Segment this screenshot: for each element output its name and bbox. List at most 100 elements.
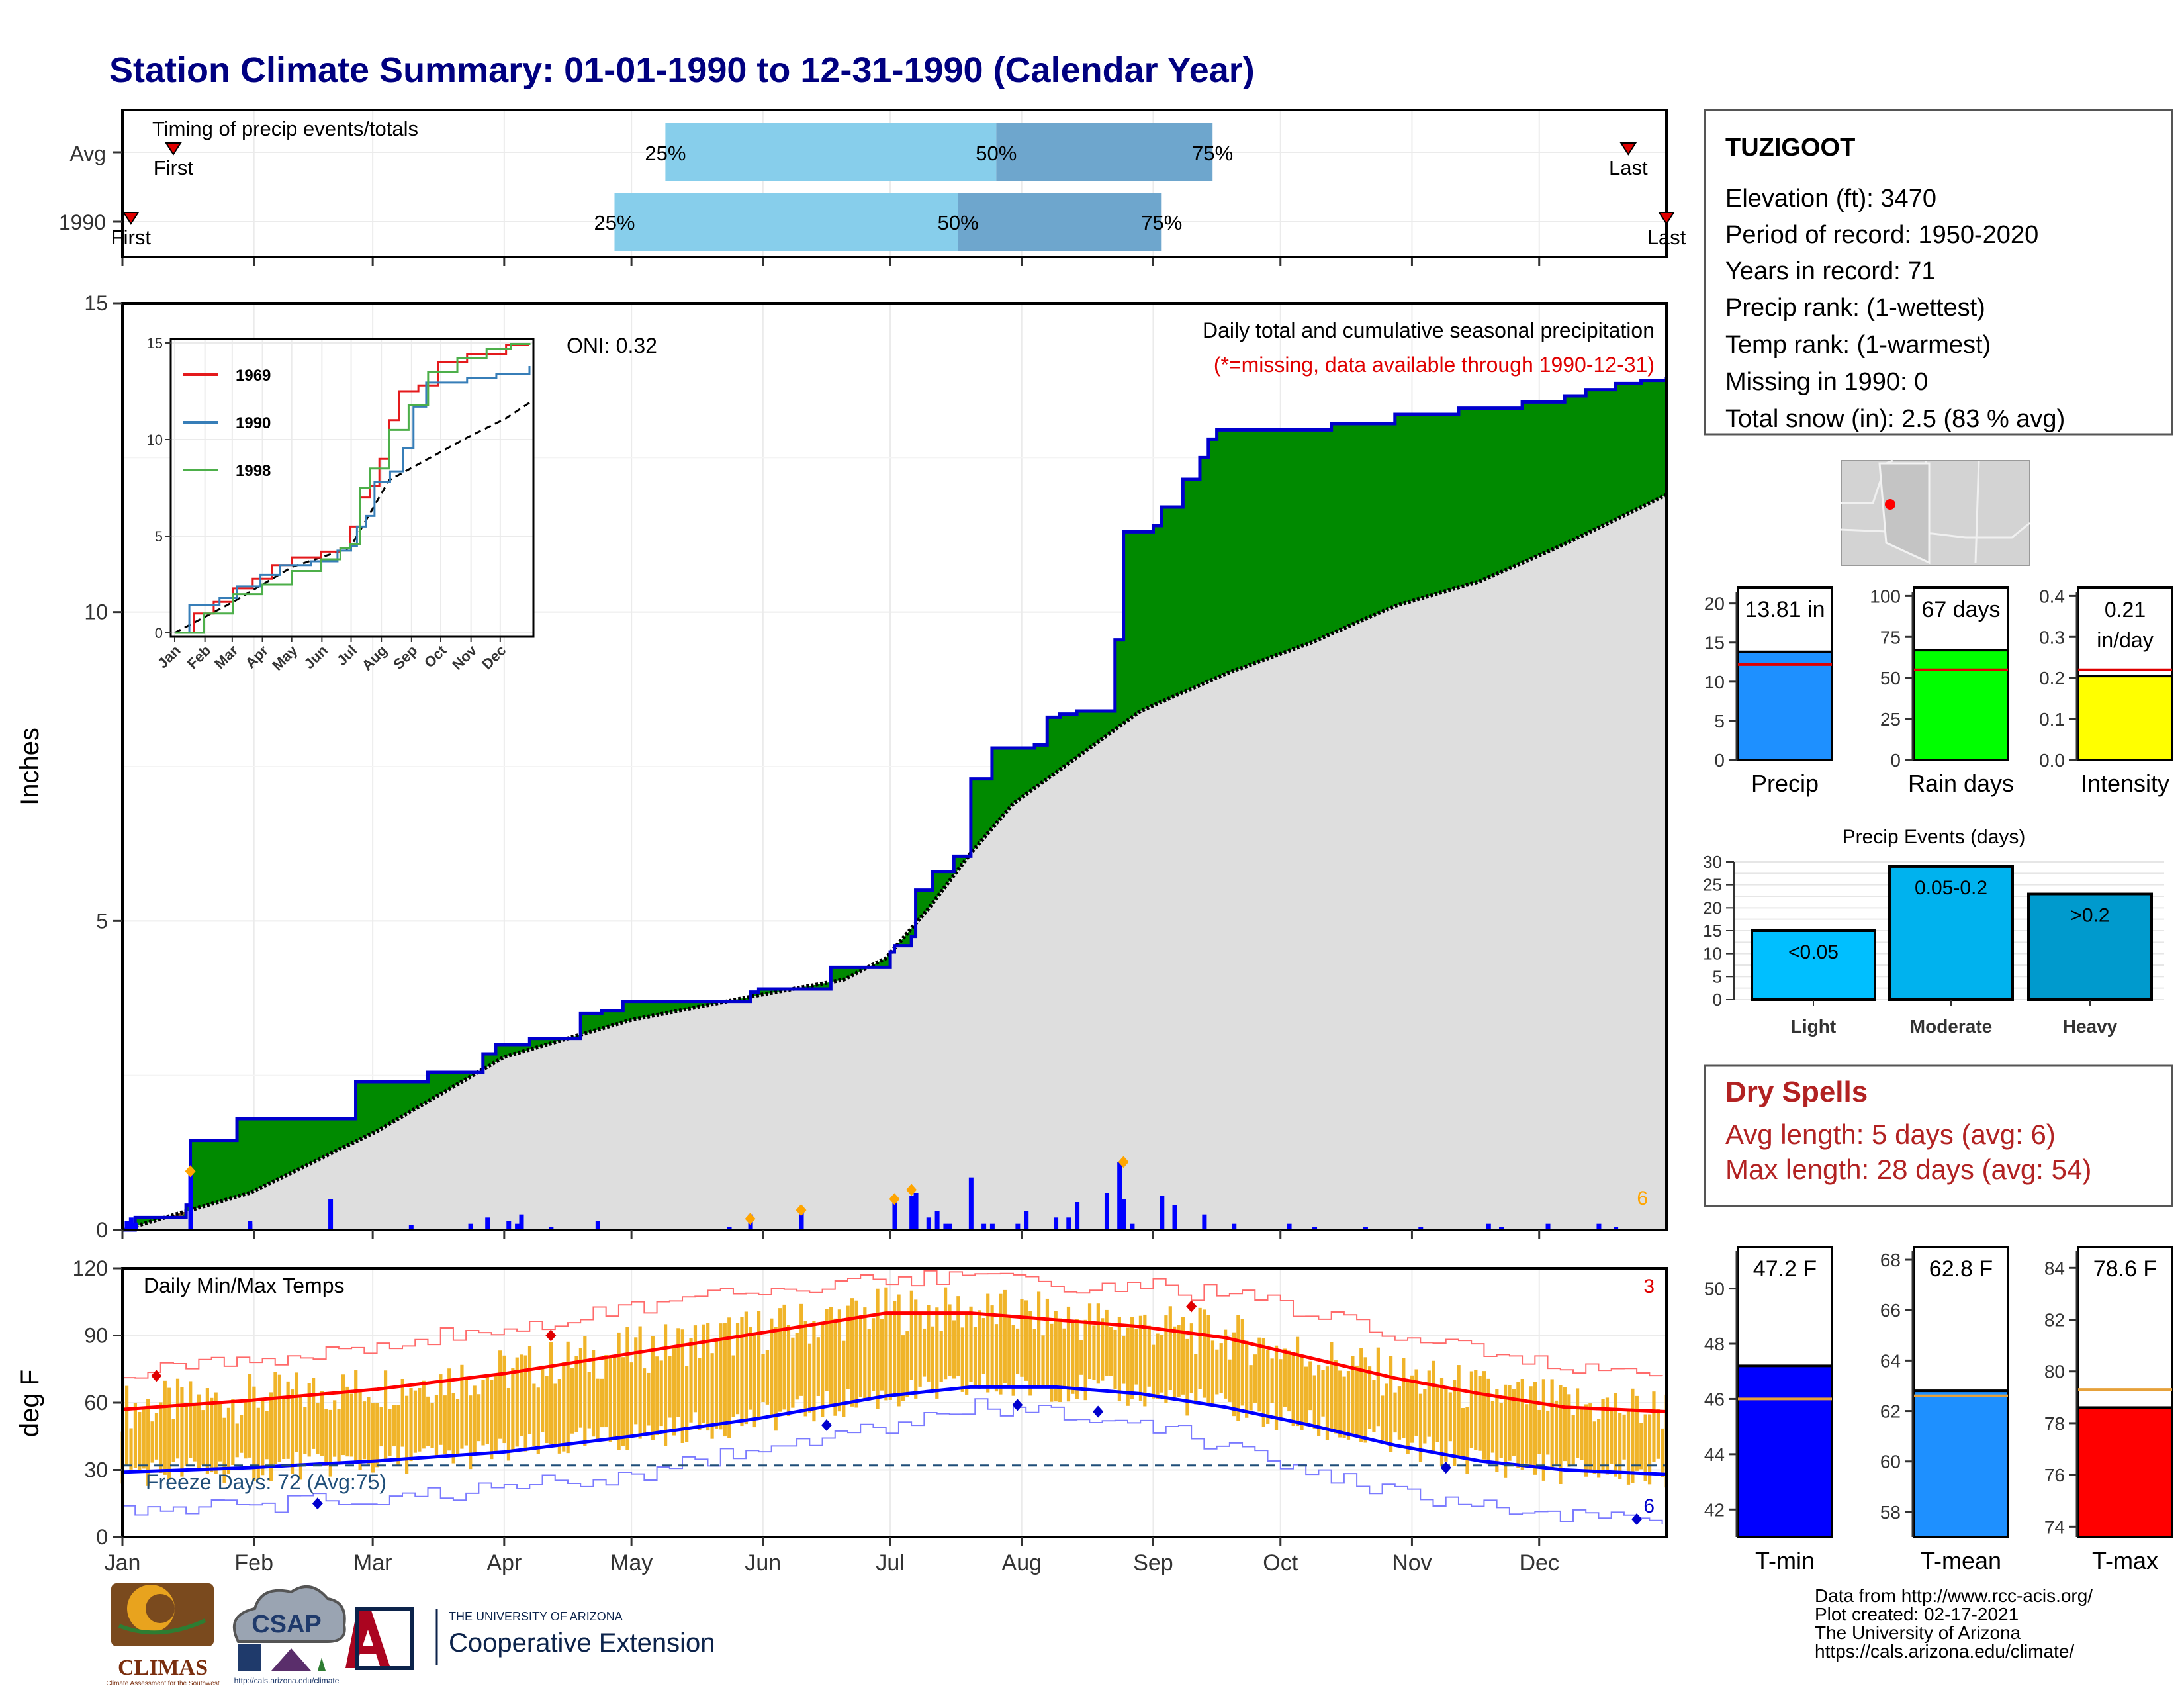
- daily-temp-range-bar: [1639, 1423, 1643, 1470]
- daily-temp-range-bar: [125, 1385, 129, 1465]
- gauge-ytick-label: 48: [1704, 1334, 1725, 1354]
- daily-temp-range-bar: [205, 1388, 209, 1474]
- daily-temp-range-bar: [333, 1400, 337, 1457]
- daily-temp-range-bar: [469, 1395, 473, 1470]
- daily-temp-range-bar: [1393, 1392, 1397, 1433]
- daily-temp-range-bar: [1576, 1388, 1580, 1458]
- daily-temp-range-bar: [1435, 1385, 1439, 1442]
- daily-temp-range-bar: [825, 1309, 829, 1391]
- precip-ytick-label: 0: [96, 1218, 108, 1242]
- gauge-ytick-label: 50: [1880, 668, 1901, 688]
- daily-temp-range-bar: [405, 1395, 409, 1474]
- daily-temp-range-bar: [842, 1340, 846, 1417]
- daily-temp-range-bar: [222, 1417, 226, 1483]
- daily-precip-bar: [1024, 1211, 1029, 1230]
- daily-temp-range-bar: [744, 1311, 748, 1425]
- daily-temp-range-bar: [880, 1319, 884, 1391]
- daily-temp-range-bar: [1342, 1376, 1346, 1438]
- gauge-t-max: 74 76 78 80 82 84 78.6 F T-max: [2044, 1246, 2173, 1574]
- gauge-value-label: 47.2 F: [1753, 1256, 1817, 1282]
- events-bar-label: <0.05: [1788, 941, 1839, 963]
- timing-p25-label-Avg: 25%: [645, 142, 686, 165]
- gauge-ytick-label: 60: [1880, 1452, 1901, 1472]
- precip-1990-line: [122, 377, 1668, 1232]
- daily-temp-range-bar: [1020, 1299, 1024, 1377]
- daily-temp-range-bar: [494, 1375, 498, 1454]
- daily-precip-bar: [1596, 1223, 1602, 1230]
- daily-temp-range-bar: [1232, 1332, 1236, 1417]
- daily-temp-range-bar: [782, 1304, 786, 1410]
- daily-precip-bar: [1121, 1199, 1126, 1230]
- daily-temp-range-bar: [1461, 1407, 1465, 1458]
- events-title: Precip Events (days): [1843, 826, 2026, 848]
- temps-ytick-label: 30: [84, 1458, 108, 1482]
- month-label: Jul: [876, 1550, 904, 1575]
- gauge-value-bar: [2077, 675, 2173, 761]
- record-max-point: [1186, 1300, 1197, 1313]
- record-min-point: [1631, 1513, 1643, 1525]
- month-label: Sep: [1133, 1550, 1173, 1575]
- station-line-precip-rank: Precip rank: (1-wettest): [1725, 294, 1985, 322]
- extreme-precip-marker: [889, 1193, 900, 1205]
- gauge-ytick-label: 0.2: [2039, 668, 2065, 688]
- daily-temp-range-bar: [672, 1347, 676, 1436]
- daily-temp-range-bar: [1359, 1348, 1363, 1442]
- daily-temp-range-bar: [625, 1327, 629, 1450]
- daily-temp-range-bar: [545, 1376, 549, 1444]
- timing-frame: [121, 109, 1668, 258]
- daily-temp-range-bar: [1605, 1397, 1610, 1475]
- daily-temp-range-bar: [1011, 1325, 1015, 1396]
- daily-temp-range-bar: [1105, 1309, 1109, 1376]
- daily-precip-bar: [328, 1199, 334, 1230]
- timing-q2-bar-1990: [614, 193, 958, 251]
- timing-p50-label-1990: 50%: [938, 211, 979, 234]
- daily-temp-range-bar: [1321, 1370, 1325, 1417]
- daily-temp-range-bar: [388, 1409, 392, 1456]
- daily-temp-range-bar: [1041, 1335, 1045, 1386]
- events-bar-label: >0.2: [2070, 905, 2109, 927]
- credits: Data from http://www.rcc-acis.org/ Plot …: [1815, 1585, 2093, 1662]
- extreme-precip-marker: [796, 1204, 807, 1217]
- daily-temp-range-bar: [286, 1381, 290, 1459]
- dry-spells-title: Dry Spells: [1725, 1076, 1868, 1108]
- daily-temp-range-bar: [803, 1321, 807, 1417]
- daily-temp-range-bar: [1287, 1350, 1291, 1412]
- daily-precip-bar: [799, 1211, 804, 1230]
- daily-precip-bar: [1363, 1227, 1368, 1230]
- daily-temp-range-bar: [1592, 1421, 1596, 1474]
- daily-temp-range-bar: [1478, 1376, 1482, 1451]
- daily-temp-range-bar: [273, 1372, 277, 1464]
- daily-temp-range-bar: [375, 1403, 379, 1468]
- oni-label: ONI: 0.32: [567, 334, 657, 357]
- daily-temp-range-bar: [1300, 1356, 1304, 1430]
- daily-temp-range-bar: [846, 1305, 850, 1389]
- daily-temp-range-bar: [244, 1402, 248, 1459]
- month-label: Mar: [353, 1550, 392, 1575]
- daily-temp-range-bar: [888, 1312, 892, 1400]
- daily-precip-bar: [909, 1196, 915, 1230]
- daily-temp-range-bar: [918, 1313, 922, 1387]
- daily-temp-range-bar: [358, 1389, 362, 1470]
- timing-first-marker-1990: [122, 212, 140, 225]
- daily-temp-range-bar: [986, 1293, 990, 1393]
- gauge-ytick-label: 75: [1880, 627, 1901, 647]
- daily-temp-range-bar: [210, 1397, 214, 1473]
- gauge-value-bar: [2077, 1406, 2173, 1539]
- daily-precip-bar: [408, 1225, 414, 1230]
- daily-temp-range-bar: [1062, 1328, 1066, 1389]
- daily-temp-range-bar: [541, 1365, 545, 1432]
- daily-temp-range-bar: [714, 1340, 719, 1429]
- daily-temp-range-bar: [129, 1428, 133, 1470]
- daily-temp-range-bar: [621, 1357, 625, 1446]
- month-label: Nov: [1392, 1550, 1432, 1575]
- record-min-line: [122, 1398, 1663, 1524]
- daily-temp-range-bar: [1279, 1359, 1283, 1420]
- daily-temp-range-bar: [1465, 1407, 1469, 1474]
- daily-temp-range-bar: [447, 1368, 451, 1451]
- daily-temp-range-bar: [214, 1392, 218, 1474]
- daily-temp-range-bar: [1647, 1414, 1652, 1485]
- daily-temp-range-bar: [1156, 1333, 1160, 1399]
- month-label: Feb: [234, 1550, 273, 1575]
- daily-temp-range-bar: [981, 1318, 985, 1374]
- daily-temp-range-bar: [163, 1380, 167, 1475]
